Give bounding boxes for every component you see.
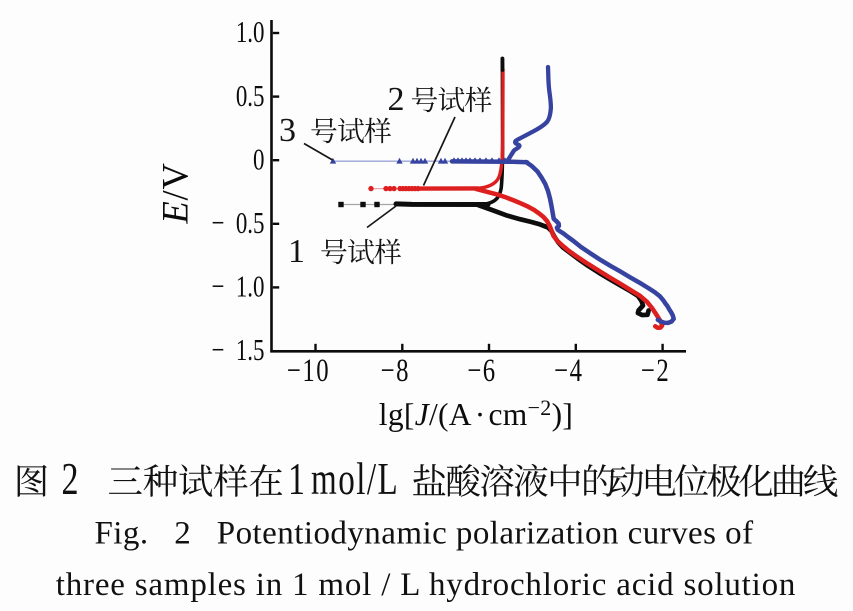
svg-text:−10: −10: [287, 353, 330, 389]
svg-text:1: 1: [288, 453, 305, 504]
svg-text:− 1.5: − 1.5: [211, 333, 264, 367]
svg-text:− 0.5: − 0.5: [211, 206, 264, 240]
svg-text:2: 2: [62, 453, 79, 504]
svg-text:1.0: 1.0: [236, 15, 265, 49]
svg-text:3: 3: [279, 112, 296, 149]
svg-text:E/V: E/V: [155, 162, 196, 224]
svg-text:0.5: 0.5: [236, 79, 265, 113]
svg-text:three samples in 1 mol / L hyd: three samples in 1 mol / L hydrochloric …: [56, 567, 796, 603]
svg-text:−6: −6: [467, 353, 496, 389]
svg-text:Fig. 2 Potentiodynamic polar: Fig. 2 Potentiodynamic polarization curv…: [94, 516, 753, 552]
svg-text:−8: −8: [381, 353, 410, 389]
svg-text:mol/L: mol/L: [311, 453, 399, 505]
svg-text:1: 1: [288, 233, 305, 270]
svg-text:−4: −4: [554, 353, 583, 389]
svg-text:2: 2: [388, 81, 405, 118]
svg-text:−2: −2: [641, 353, 670, 389]
svg-text:− 1.0: − 1.0: [211, 269, 264, 303]
svg-text:0: 0: [253, 142, 264, 176]
